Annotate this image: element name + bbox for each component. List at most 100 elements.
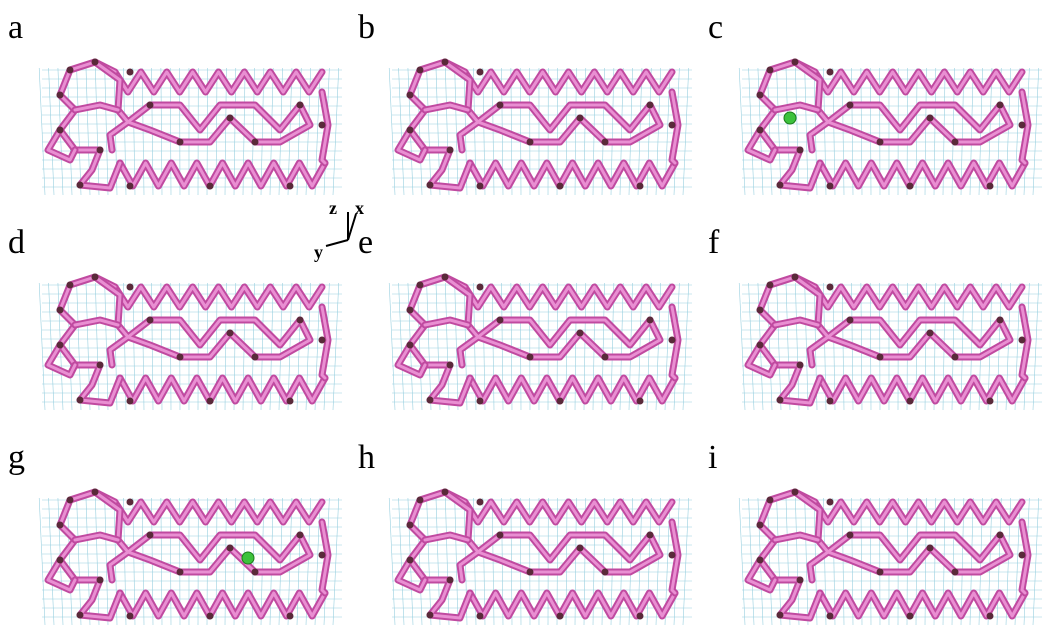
bead	[447, 362, 454, 369]
lattice-line	[683, 498, 689, 625]
bead	[827, 398, 834, 405]
bead	[577, 330, 584, 337]
lattice-line	[795, 283, 799, 410]
lattice-line	[399, 68, 404, 195]
bead	[207, 613, 214, 620]
bead	[757, 557, 764, 564]
lattice-line	[170, 68, 171, 195]
lattice-line	[805, 68, 808, 195]
bead	[447, 147, 454, 154]
bead	[97, 362, 104, 369]
lattice-line	[520, 68, 521, 195]
bead	[177, 354, 184, 361]
bead	[602, 354, 609, 361]
bead	[67, 67, 74, 74]
bead	[557, 398, 564, 405]
bead	[57, 342, 64, 349]
bead	[777, 182, 784, 189]
bead	[127, 69, 134, 76]
bead	[777, 612, 784, 619]
bead	[127, 183, 134, 190]
bead	[447, 577, 454, 584]
lattice-line	[455, 283, 458, 410]
bead	[877, 569, 884, 576]
bead	[97, 147, 104, 154]
bead	[177, 569, 184, 576]
bead	[637, 613, 644, 620]
panel: d	[8, 224, 342, 410]
axis-x: x	[355, 198, 364, 218]
lattice-line	[767, 68, 772, 195]
bead	[797, 362, 804, 369]
bead	[907, 398, 914, 405]
bead	[147, 102, 154, 109]
lattice-line	[105, 68, 108, 195]
lattice-line	[749, 283, 754, 410]
bead	[987, 398, 994, 405]
bead	[177, 139, 184, 146]
lattice-line	[842, 68, 844, 195]
bead	[792, 274, 799, 281]
bead	[147, 532, 154, 539]
bead	[92, 274, 99, 281]
bead	[297, 317, 304, 324]
lattice-line	[389, 283, 395, 410]
bead	[792, 489, 799, 496]
bead	[827, 284, 834, 291]
bead	[497, 532, 504, 539]
lattice-line	[77, 283, 81, 410]
bead	[767, 282, 774, 289]
bead	[757, 342, 764, 349]
bead	[797, 147, 804, 154]
bead	[847, 102, 854, 109]
bead	[297, 532, 304, 539]
bead	[319, 337, 326, 344]
marker	[242, 552, 254, 564]
bead	[227, 115, 234, 122]
bead	[847, 532, 854, 539]
panel-label: d	[8, 224, 25, 261]
bead	[637, 398, 644, 405]
bead	[57, 557, 64, 564]
bead	[527, 139, 534, 146]
panel-label: b	[358, 9, 375, 46]
lattice-line	[795, 68, 799, 195]
bead	[477, 69, 484, 76]
lattice-line	[67, 283, 72, 410]
lattice-line	[49, 68, 54, 195]
bead	[207, 398, 214, 405]
bead	[577, 115, 584, 122]
axis-y: y	[314, 242, 323, 262]
bead	[477, 613, 484, 620]
bead	[527, 569, 534, 576]
figure: z x y abcdefghi	[0, 0, 1044, 644]
bead	[669, 122, 676, 129]
lattice-line	[427, 283, 431, 410]
axis-glyph: z x y	[314, 198, 364, 262]
lattice-line	[142, 68, 144, 195]
lattice-line	[870, 68, 871, 195]
bead	[907, 613, 914, 620]
lattice-line	[77, 68, 81, 195]
bead	[287, 183, 294, 190]
bead	[797, 577, 804, 584]
bead	[77, 397, 84, 404]
bead	[1019, 337, 1026, 344]
bead	[757, 307, 764, 314]
bead	[407, 92, 414, 99]
bead	[407, 307, 414, 314]
lattice-line	[520, 498, 521, 625]
lattice-line	[739, 68, 745, 195]
panel: b	[358, 9, 692, 195]
bead	[767, 67, 774, 74]
lattice-line	[520, 283, 521, 410]
bead	[647, 532, 654, 539]
lattice-line	[427, 498, 431, 625]
lattice-line	[1033, 498, 1039, 625]
bead	[57, 127, 64, 134]
bead	[997, 532, 1004, 539]
lattice-line	[870, 498, 871, 625]
bead	[557, 613, 564, 620]
bead	[827, 499, 834, 506]
bead	[952, 354, 959, 361]
